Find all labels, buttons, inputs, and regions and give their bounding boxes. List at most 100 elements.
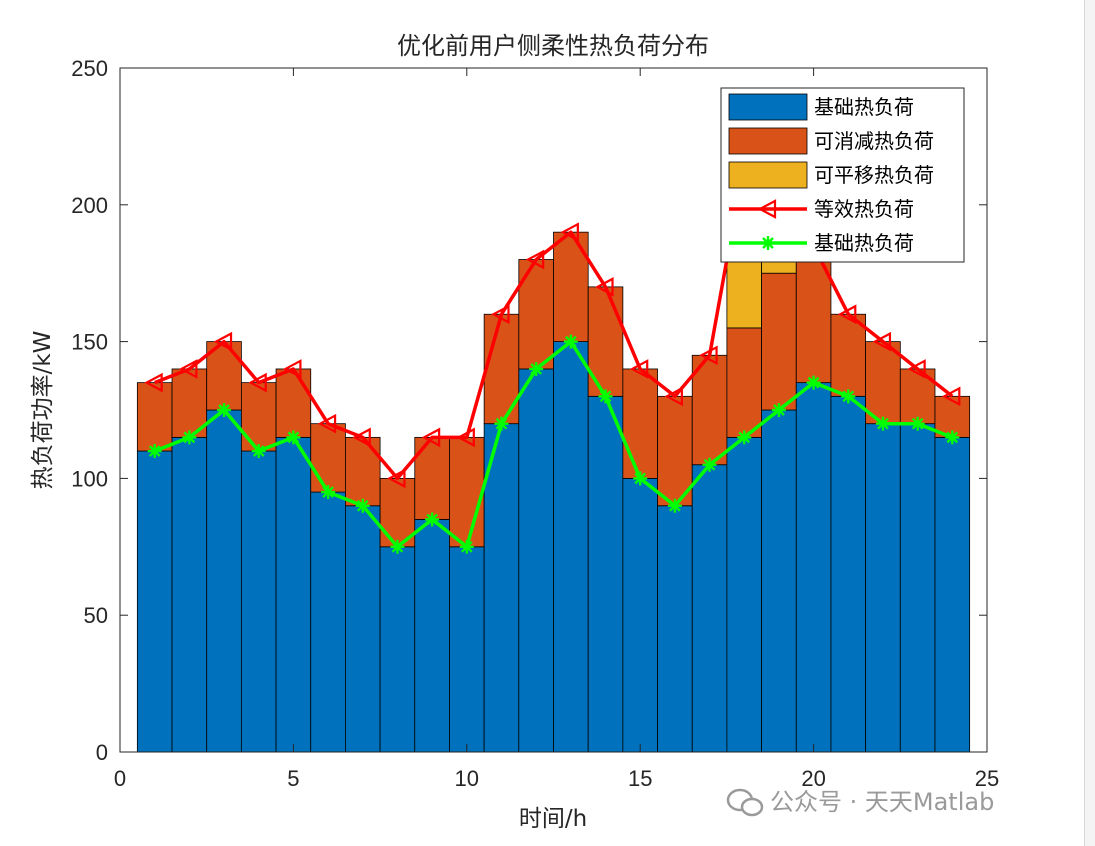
marker-l1-x11 — [494, 416, 509, 431]
marker-l0-x2 — [179, 359, 198, 379]
bar-s0-x18 — [726, 436, 762, 753]
watermark-text: 公众号 · 天天Matlab — [770, 788, 994, 816]
x-tick-label: 25 — [975, 766, 999, 791]
marker-l1-x5 — [286, 430, 301, 445]
marker-stroke — [495, 417, 508, 430]
marker-stroke — [842, 390, 855, 403]
marker-l0-x4 — [248, 372, 267, 393]
marker-l1-x22 — [875, 416, 890, 431]
wechat-icon — [726, 788, 764, 817]
x-tick-label: 20 — [801, 766, 825, 791]
y-tick-label: 50 — [84, 603, 108, 628]
bar-s0-x4 — [240, 450, 277, 753]
marker-l0-x5 — [283, 359, 302, 379]
marker-l0-x9 — [421, 427, 441, 448]
legend-swatch-1 — [728, 127, 808, 155]
x-tick-label: 0 — [114, 766, 126, 791]
legend-swatch-2 — [728, 161, 808, 189]
bar-s1-x5 — [275, 368, 312, 438]
bar-s0-x15 — [622, 477, 658, 753]
marker-l0-x13 — [560, 222, 579, 242]
marker-stroke — [807, 376, 820, 389]
bar-s0-x2 — [171, 436, 208, 753]
marker-stroke — [564, 335, 577, 348]
bar-s0-x20 — [795, 382, 832, 753]
marker-l0-x21 — [837, 304, 857, 325]
y-tick-label: 0 — [96, 740, 108, 765]
marker-l1-x9 — [425, 512, 440, 527]
bar-s0-x17 — [691, 464, 728, 753]
bar-s1-x15 — [622, 368, 658, 479]
legend-label-1: 可消减热负荷 — [814, 129, 934, 153]
y-tick-label: 100 — [71, 466, 108, 491]
bar-s0-x10 — [449, 546, 485, 753]
marker-l0-x8 — [387, 468, 406, 489]
bar-s1-x4 — [240, 382, 277, 452]
bar-s0-x24 — [934, 436, 971, 753]
marker-l1-x19 — [771, 403, 786, 417]
bar-s0-x23 — [899, 423, 936, 753]
bar-s0-x1 — [136, 450, 173, 753]
bar-s1-x7 — [345, 436, 381, 507]
marker-stroke — [530, 363, 543, 375]
marker-stroke — [218, 404, 230, 416]
marker-l0-x3 — [213, 331, 233, 352]
marker-l1-x20 — [806, 375, 821, 390]
legend-swatch-0 — [728, 93, 808, 121]
legend-marker-4 — [761, 236, 775, 250]
line-1 — [154, 339, 953, 549]
marker-l1-x24 — [945, 430, 960, 445]
marker-stroke — [599, 390, 612, 403]
marker-stroke — [356, 499, 369, 512]
bar-s0-x13 — [553, 341, 589, 753]
marker-l0-x10 — [456, 427, 475, 448]
marker-l0-x14 — [595, 277, 614, 297]
marker-stroke — [738, 431, 751, 444]
bar-s1-x14 — [587, 286, 624, 397]
marker-stroke — [287, 431, 300, 444]
axes-box — [119, 67, 988, 753]
marker-stroke — [669, 499, 681, 512]
marker-stroke — [391, 540, 404, 553]
marker-l0-x1 — [144, 372, 163, 393]
y-axis-label: 热负荷功率/kW — [30, 331, 56, 490]
marker-l0-x22 — [872, 331, 892, 352]
marker-l1-x10 — [459, 539, 474, 554]
marker-l1-x6 — [321, 485, 336, 500]
marker-l1-x3 — [217, 403, 232, 417]
marker-l1-x8 — [390, 539, 405, 554]
y-tick-label: 200 — [71, 193, 108, 218]
marker-l1-x23 — [910, 416, 925, 431]
bar-s0-x21 — [830, 395, 867, 753]
bar-s1-x6 — [310, 423, 346, 493]
marker-stroke — [762, 237, 774, 249]
window-scrollbar — [1084, 0, 1095, 846]
marker-stroke — [946, 431, 959, 444]
bar-s1-x18 — [726, 327, 762, 438]
marker-stroke — [773, 404, 785, 416]
bar-s0-x9 — [414, 519, 450, 753]
legend-label-4: 基础热负荷 — [814, 231, 914, 255]
marker-l1-x7 — [355, 498, 370, 513]
marker-l1-x21 — [841, 389, 856, 404]
marker-stroke — [148, 445, 161, 457]
marker-stroke — [634, 472, 647, 485]
marker-l1-x4 — [251, 444, 266, 459]
marker-l1-x16 — [667, 498, 682, 513]
bar-s1-x21 — [830, 313, 867, 397]
bar-s1-x22 — [865, 341, 901, 425]
marker-l1-x13 — [563, 334, 578, 349]
bar-s0-x16 — [657, 505, 693, 753]
marker-l0-x23 — [907, 359, 926, 379]
marker-l0-x16 — [664, 386, 683, 407]
marker-l0-x12 — [525, 249, 545, 270]
marker-stroke — [460, 540, 473, 553]
marker-stroke — [877, 417, 889, 430]
bar-s0-x12 — [518, 368, 554, 753]
x-axis-label: 时间/h — [519, 806, 587, 832]
marker-l0-x6 — [317, 413, 337, 434]
marker-l0-x7 — [352, 427, 371, 448]
